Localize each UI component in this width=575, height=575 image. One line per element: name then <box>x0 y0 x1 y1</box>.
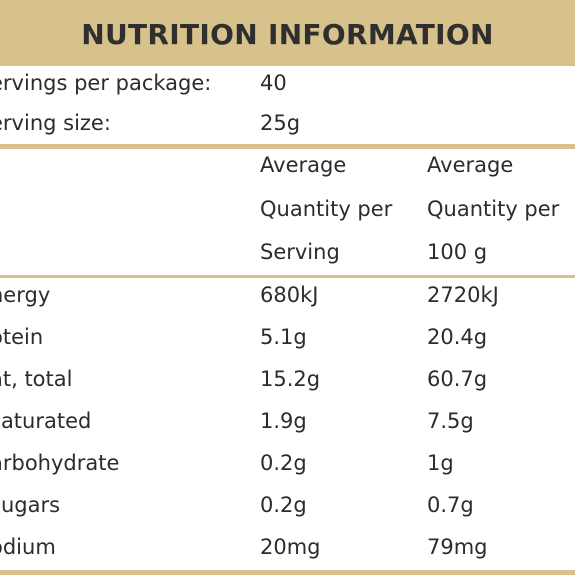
row-label: sugars <box>0 493 61 517</box>
row-serving-value: 20mg <box>260 535 321 559</box>
serving-size-value: 25g <box>260 111 301 135</box>
row-serving-value: 680kJ <box>260 283 319 307</box>
row-label: saturated <box>0 409 92 433</box>
row-serving-value: 15.2g <box>260 367 321 391</box>
servings-per-package-label: ervings per package: <box>0 71 212 95</box>
bottom-divider <box>0 570 575 575</box>
row-per100-value: 60.7g <box>427 367 488 391</box>
section-divider <box>0 144 575 149</box>
servings-per-package-value: 40 <box>260 71 287 95</box>
row-serving-value: 0.2g <box>260 451 307 475</box>
row-per100-value: 1g <box>427 451 454 475</box>
col-100g-header-line1: Average <box>427 153 514 177</box>
col-100g-header-line3: 100 g <box>427 240 488 264</box>
row-serving-value: 1.9g <box>260 409 307 433</box>
row-serving-value: 5.1g <box>260 325 307 349</box>
col-serving-header-line2: Quantity per <box>260 197 393 221</box>
row-label: arbohydrate <box>0 451 120 475</box>
nutrition-header: NUTRITION INFORMATION <box>0 0 575 66</box>
page-title: NUTRITION INFORMATION <box>81 17 494 51</box>
row-serving-value: 0.2g <box>260 493 307 517</box>
row-per100-value: 7.5g <box>427 409 474 433</box>
header-divider <box>0 275 575 278</box>
row-label: odium <box>0 535 56 559</box>
row-per100-value: 79mg <box>427 535 488 559</box>
row-per100-value: 0.7g <box>427 493 474 517</box>
col-100g-header-line2: Quantity per <box>427 197 560 221</box>
serving-size-label: erving size: <box>0 111 111 135</box>
row-label: nergy <box>0 283 51 307</box>
col-serving-header-line3: Serving <box>260 240 340 264</box>
row-per100-value: 2720kJ <box>427 283 499 307</box>
row-label: otein <box>0 325 44 349</box>
row-label: at, total <box>0 367 73 391</box>
col-serving-header-line1: Average <box>260 153 347 177</box>
row-per100-value: 20.4g <box>427 325 488 349</box>
